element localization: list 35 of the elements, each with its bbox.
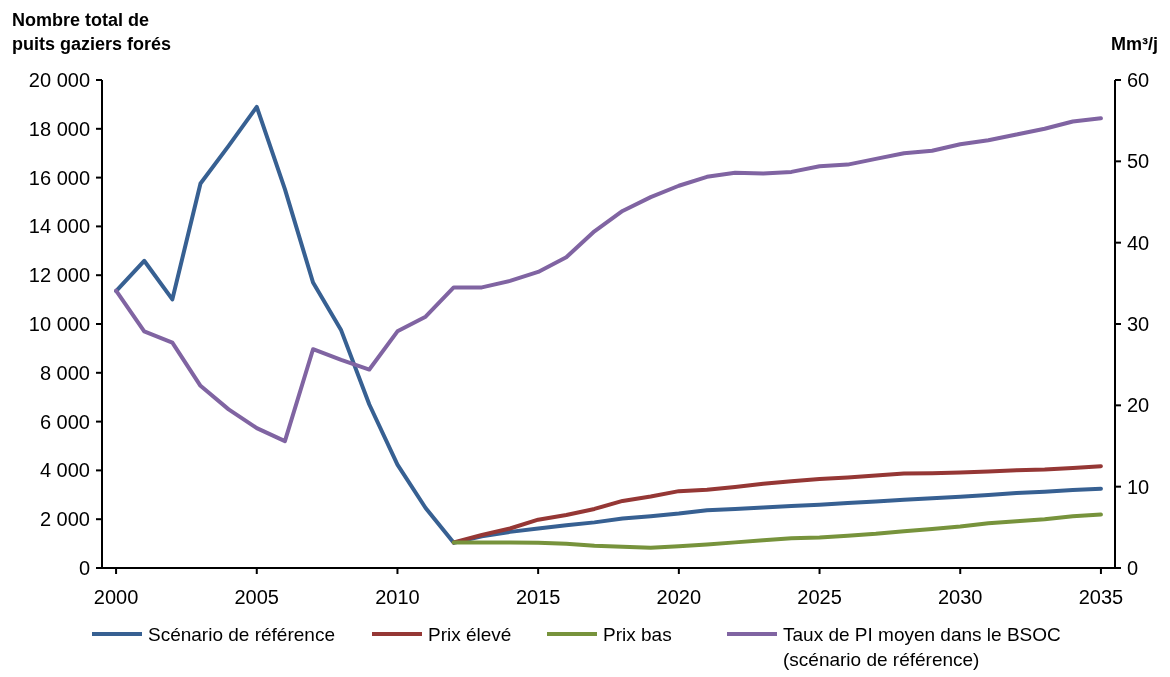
y2-tick-label: 10 — [1127, 475, 1150, 498]
y2-tick-label: 30 — [1127, 313, 1150, 335]
y-tick-label: 18 000 — [28, 117, 90, 140]
x-tick-label: 2005 — [234, 586, 280, 608]
y2-tick-label: 40 — [1127, 231, 1150, 254]
y2-tick-label: 0 — [1127, 557, 1139, 579]
legend-label: Prix bas — [603, 624, 672, 645]
y-tick-label: 2 000 — [39, 508, 90, 531]
y2-tick-label: 60 — [1127, 69, 1150, 91]
y2-tick-label: 20 — [1127, 394, 1150, 417]
x-tick-label: 2010 — [375, 586, 420, 608]
y-tick-label: 10 000 — [28, 313, 90, 335]
y-tick-label: 16 000 — [28, 166, 90, 189]
legend-label: Taux de PI moyen dans le BSOC (scénario de référence) — [783, 624, 1061, 670]
x-tick-label: 2025 — [797, 586, 842, 608]
line-series — [114, 116, 1103, 444]
y-axis-title: Nombre total de puits gaziers forés — [12, 10, 172, 54]
y-tick-label: 4 000 — [39, 459, 90, 482]
y2-tick-label: 50 — [1127, 150, 1150, 173]
x-tick-label: 2015 — [515, 586, 561, 608]
x-tick-label: 2035 — [1078, 586, 1124, 608]
legend-label: Prix élevé — [428, 624, 512, 645]
legend-label: Scénario de référence — [148, 624, 335, 645]
line-series — [114, 104, 1103, 545]
y-tick-label: 20 000 — [28, 69, 90, 91]
x-tick-label: 2000 — [93, 586, 139, 608]
line-series — [451, 512, 1103, 550]
x-tick-label: 2020 — [656, 586, 702, 608]
y-tick-label: 0 — [78, 557, 90, 579]
x-tick-label: 2030 — [937, 586, 983, 608]
y-tick-label: 14 000 — [28, 215, 90, 238]
y-tick-label: 6 000 — [39, 410, 90, 433]
y2-axis-title: Mm³/j — [1111, 34, 1158, 54]
y-tick-label: 8 000 — [39, 361, 90, 384]
y-tick-label: 12 000 — [28, 264, 90, 287]
